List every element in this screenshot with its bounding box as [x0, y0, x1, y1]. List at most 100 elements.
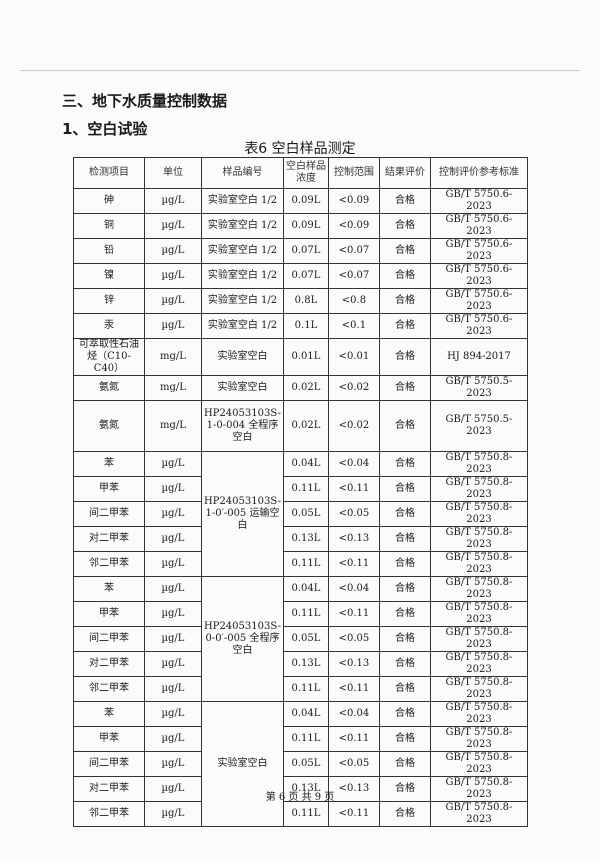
cell-result: 合格 — [378, 726, 431, 752]
cell-range: <0.11 — [327, 551, 380, 577]
cell-sample: 实验室空白 — [201, 338, 284, 376]
table-row: 汞 µg/L 实验室空白 1/2 0.1L <0.1 合格 GB/T 5750.6-2023 — [73, 313, 529, 339]
cell-standard: GB/T 5750.5-2023 — [429, 400, 529, 452]
cell-standard: GB/T 5750.8-2023 — [429, 726, 529, 752]
cell-range: <0.11 — [327, 801, 380, 827]
cell-range: <0.1 — [327, 313, 380, 339]
cell-conc: 0.11L — [282, 476, 329, 502]
cell-conc: 0.13L — [282, 651, 329, 677]
cell-result: 合格 — [378, 626, 431, 652]
cell-unit: µg/L — [144, 501, 202, 527]
cell-unit: µg/L — [144, 213, 202, 239]
cell-standard: GB/T 5750.8-2023 — [429, 801, 529, 827]
cell-item: 间二甲苯 — [73, 501, 145, 527]
blank-sample-table: 检测项目 单位 样品编号 空白样品浓度 控制范围 结果评价 控制评价参考标准 砷… — [73, 157, 529, 827]
page-footer: 第 6 页 共 9 页 — [265, 792, 335, 803]
cell-conc: 0.09L — [282, 213, 329, 239]
cell-range: <0.02 — [327, 375, 380, 401]
cell-standard: GB/T 5750.8-2023 — [429, 451, 529, 477]
cell-standard: GB/T 5750.6-2023 — [429, 188, 529, 214]
cell-unit: µg/L — [144, 288, 202, 314]
cell-conc: 0.02L — [282, 375, 329, 401]
cell-standard: GB/T 5750.8-2023 — [429, 476, 529, 502]
table-row: 锌 µg/L 实验室空白 1/2 0.8L <0.8 合格 GB/T 5750.6-2023 — [73, 288, 529, 314]
cell-range: <0.09 — [327, 188, 380, 214]
cell-standard: GB/T 5750.8-2023 — [429, 626, 529, 652]
cell-range: <0.05 — [327, 626, 380, 652]
cell-item: 汞 — [73, 313, 145, 339]
cell-standard: GB/T 5750.5-2023 — [429, 375, 529, 401]
cell-unit: µg/L — [144, 526, 202, 552]
cell-conc: 0.1L — [282, 313, 329, 339]
cell-result: 合格 — [378, 476, 431, 502]
cell-unit: µg/L — [144, 238, 202, 264]
cell-item: 甲苯 — [73, 726, 145, 752]
cell-unit: µg/L — [144, 576, 202, 602]
cell-conc: 0.04L — [282, 451, 329, 477]
cell-sample: HP24053103S-0-0′-005 全程序空白 — [201, 576, 284, 702]
cell-sample: 实验室空白 1/2 — [201, 213, 284, 239]
cell-result: 合格 — [378, 263, 431, 289]
cell-item: 甲苯 — [73, 601, 145, 627]
cell-unit: µg/L — [144, 188, 202, 214]
cell-conc: 0.07L — [282, 263, 329, 289]
cell-item: 镍 — [73, 263, 145, 289]
cell-item: 氨氮 — [73, 400, 145, 452]
table-row: 邻二甲苯 µg/L 0.11L <0.11 合格 GB/T 5750.8-2023 — [73, 551, 529, 577]
table-row: 苯 µg/L HP24053103S-1-0′-005 运输空白 0.04L <0.04… — [73, 451, 529, 577]
cell-unit: µg/L — [144, 551, 202, 577]
cell-sample: 实验室空白 1/2 — [201, 288, 284, 314]
table-row: 邻二甲苯 µg/L 0.11L <0.11 合格 GB/T 5750.8-2023 — [73, 801, 529, 827]
cell-result: 合格 — [378, 551, 431, 577]
cell-range: <0.13 — [327, 526, 380, 552]
cell-conc: 0.11L — [282, 601, 329, 627]
cell-result: 合格 — [378, 451, 431, 477]
cell-conc: 0.05L — [282, 626, 329, 652]
cell-result: 合格 — [378, 338, 431, 376]
cell-result: 合格 — [378, 288, 431, 314]
cell-conc: 0.01L — [282, 338, 329, 376]
table-row: 对二甲苯 µg/L 0.13L <0.13 合格 GB/T 5750.8-2023 — [73, 651, 529, 677]
cell-standard: GB/T 5750.8-2023 — [429, 601, 529, 627]
cell-unit: µg/L — [144, 601, 202, 627]
cell-unit: µg/L — [144, 313, 202, 339]
cell-result: 合格 — [378, 501, 431, 527]
cell-item: 对二甲苯 — [73, 526, 145, 552]
cell-range: <0.04 — [327, 576, 380, 602]
cell-unit: µg/L — [144, 451, 202, 477]
cell-standard: GB/T 5750.8-2023 — [429, 776, 529, 802]
cell-standard: GB/T 5750.8-2023 — [429, 576, 529, 602]
cell-result: 合格 — [378, 188, 431, 214]
cell-result: 合格 — [378, 400, 431, 452]
header-result: 结果评价 — [378, 157, 431, 189]
table-row: 对二甲苯 µg/L 0.13L <0.13 合格 GB/T 5750.8-2023 — [73, 776, 529, 802]
cell-range: <0.8 — [327, 288, 380, 314]
cell-range: <0.11 — [327, 476, 380, 502]
header-range: 控制范围 — [327, 157, 380, 189]
header-item: 检测项目 — [73, 157, 145, 189]
cell-item: 邻二甲苯 — [73, 676, 145, 702]
cell-result: 合格 — [378, 375, 431, 401]
cell-standard: GB/T 5750.8-2023 — [429, 551, 529, 577]
cell-result: 合格 — [378, 676, 431, 702]
cell-range: <0.07 — [327, 263, 380, 289]
cell-unit: µg/L — [144, 651, 202, 677]
table-row: 氨氮 mg/L HP24053103S-1-0-004 全程序空白 0.02L <0.0… — [73, 400, 529, 452]
cell-conc: 0.11L — [282, 551, 329, 577]
cell-item: 邻二甲苯 — [73, 551, 145, 577]
cell-result: 合格 — [378, 701, 431, 727]
table-row: 间二甲苯 µg/L 0.05L <0.05 合格 GB/T 5750.8-2023 — [73, 501, 529, 527]
cell-conc: 0.05L — [282, 501, 329, 527]
cell-sample: HP24053103S-1-0-004 全程序空白 — [201, 400, 284, 452]
cell-unit: µg/L — [144, 626, 202, 652]
cell-conc: 0.04L — [282, 576, 329, 602]
table-row: 间二甲苯 µg/L 0.05L <0.05 合格 GB/T 5750.8-2023 — [73, 751, 529, 777]
cell-conc: 0.04L — [282, 701, 329, 727]
cell-result: 合格 — [378, 213, 431, 239]
cell-unit: µg/L — [144, 751, 202, 777]
cell-conc: 0.07L — [282, 238, 329, 264]
table-row: 苯 µg/L HP24053103S-0-0′-005 全程序空白 0.04L <0.0… — [73, 576, 529, 702]
cell-standard: HJ 894-2017 — [429, 338, 529, 376]
cell-sample: 实验室空白 — [201, 701, 284, 827]
header-unit: 单位 — [144, 157, 202, 189]
